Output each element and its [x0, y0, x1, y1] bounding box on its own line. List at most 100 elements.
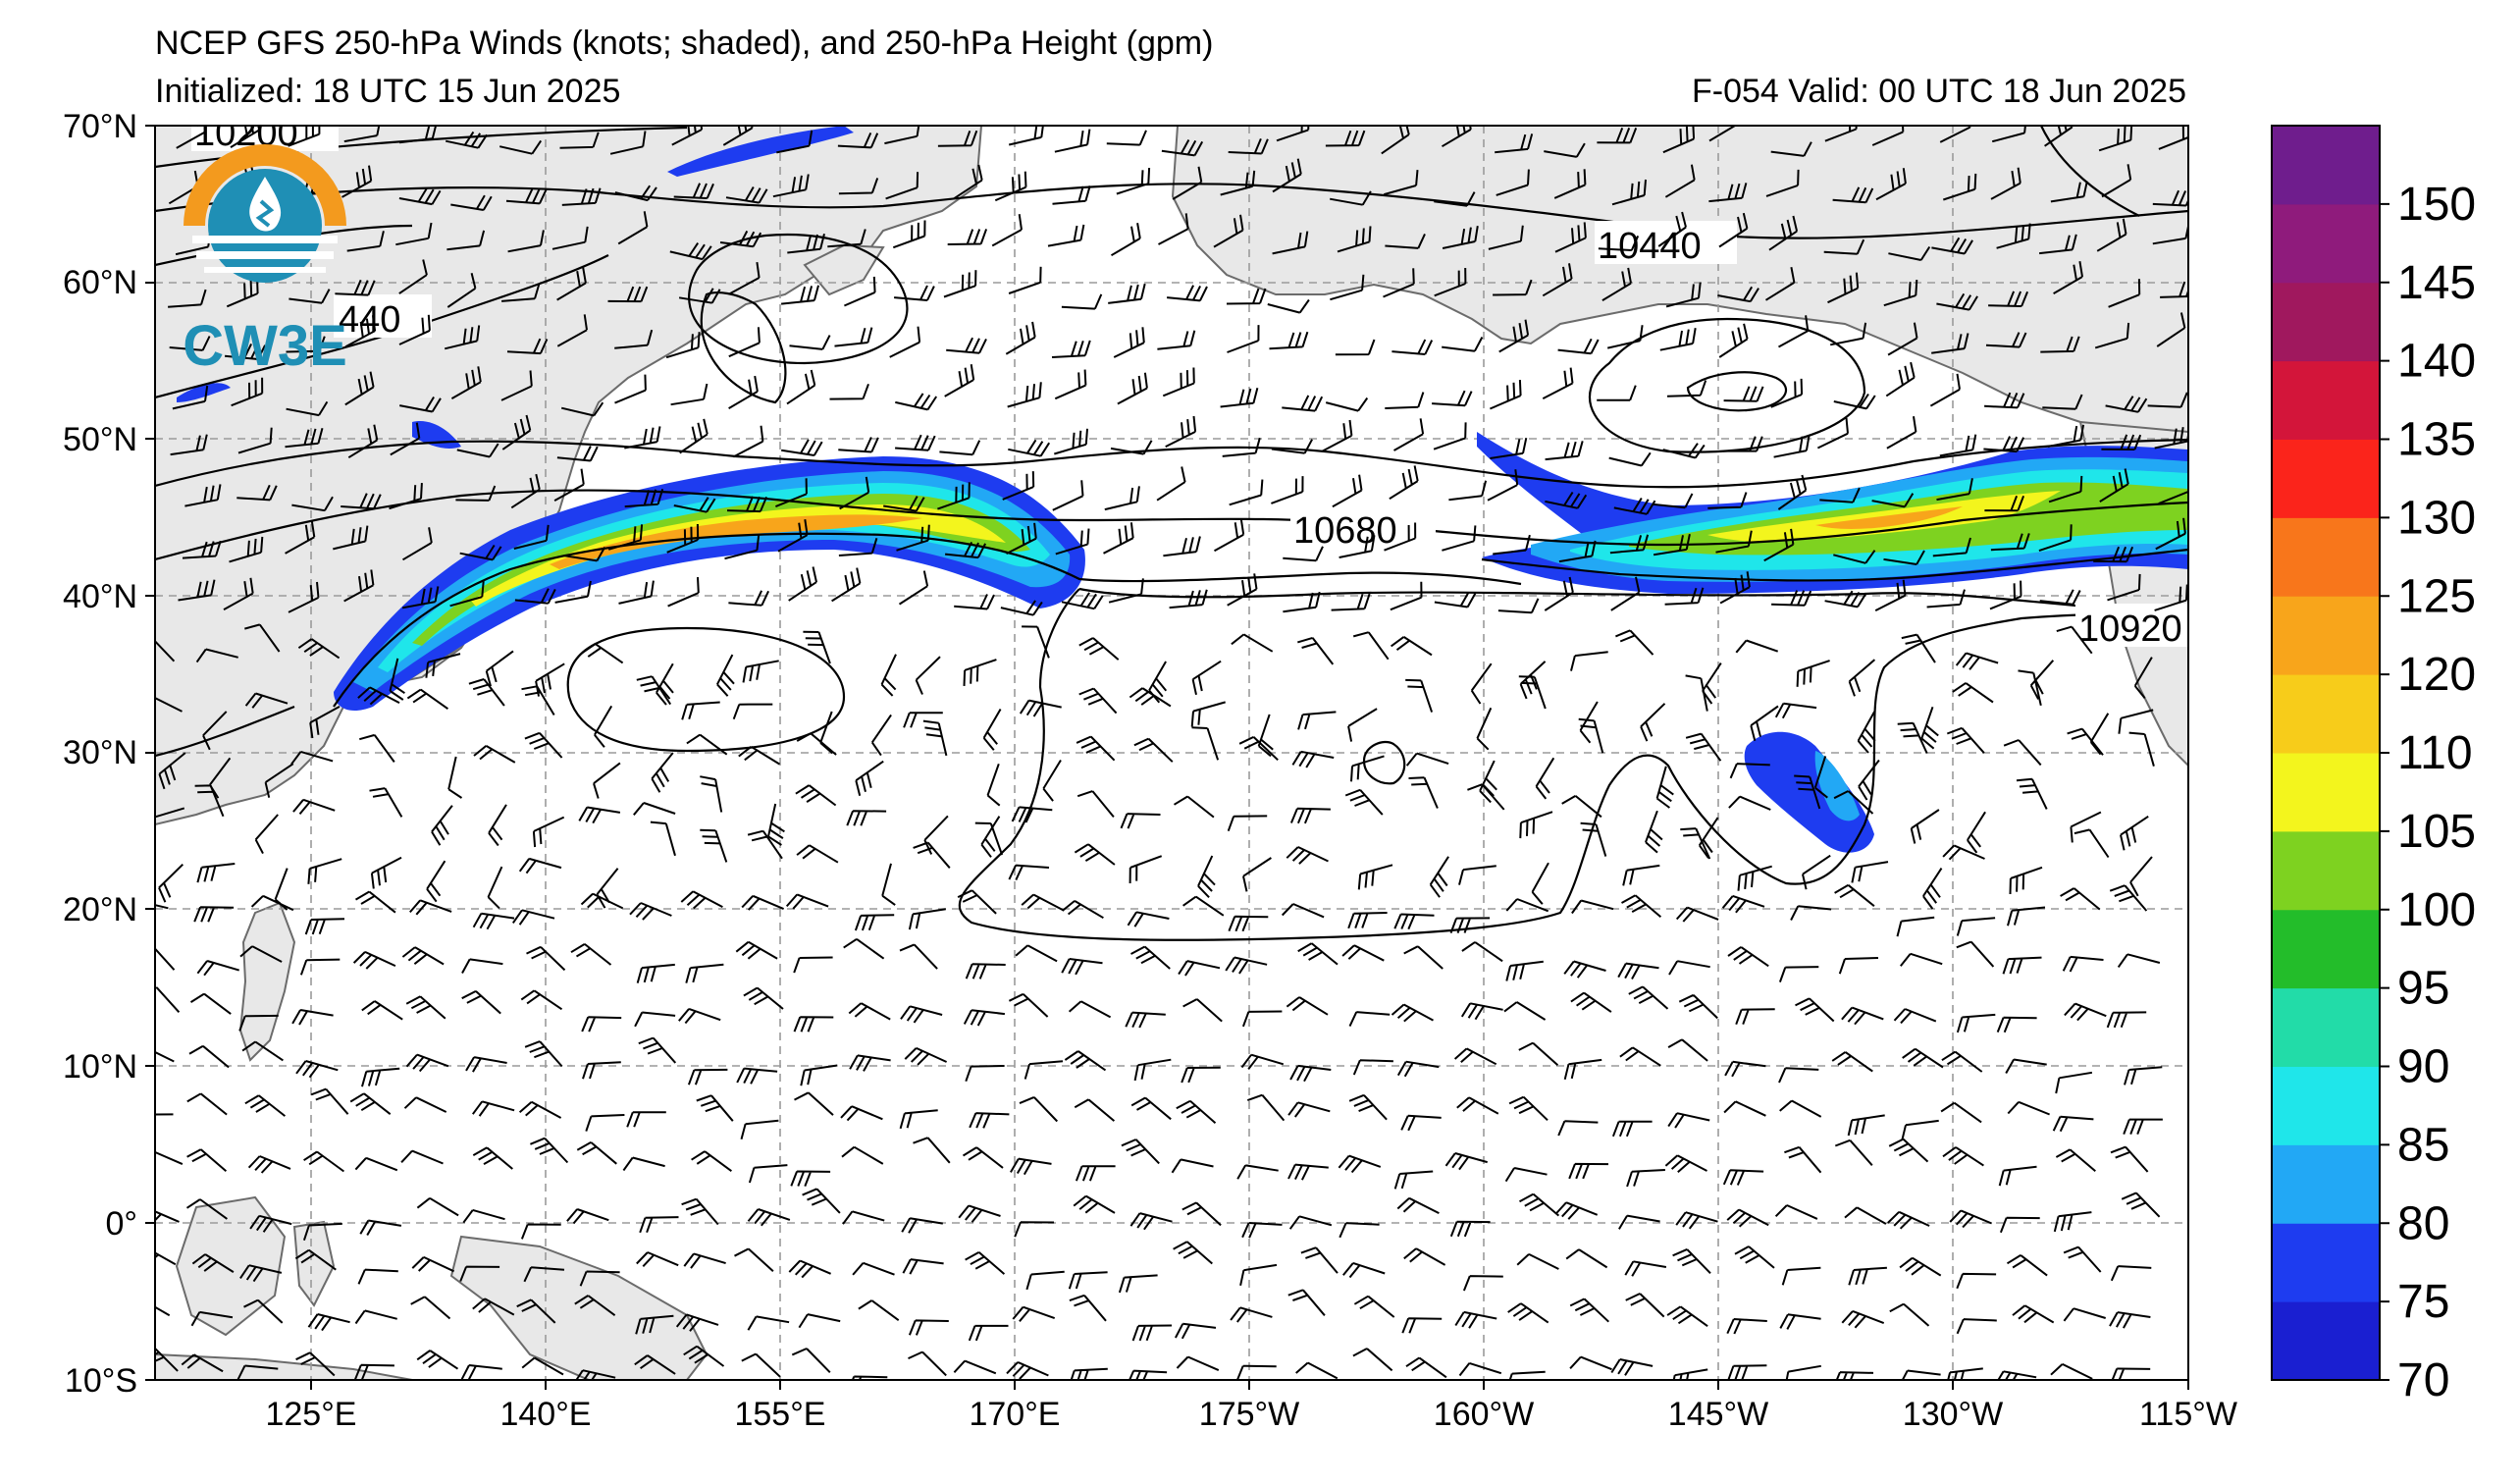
wind-barb — [1887, 322, 1918, 356]
wind-barb — [980, 816, 1001, 858]
wind-barb — [2007, 1100, 2050, 1116]
wind-barb — [2123, 1118, 2163, 1135]
wind-barb — [1389, 465, 1419, 501]
wind-barb — [1505, 960, 1544, 981]
wind-barb — [1926, 589, 1966, 609]
wind-barb — [944, 364, 975, 397]
wind-barb — [349, 1092, 392, 1115]
wind-barb — [2063, 1307, 2106, 1322]
wind-barb — [1858, 759, 1880, 801]
wind-barb — [1104, 486, 1140, 511]
wind-barb — [953, 1359, 997, 1375]
wind-barb — [908, 1319, 949, 1336]
wind-barb — [1339, 535, 1376, 558]
wind-barb — [839, 476, 870, 510]
wind-barb — [1544, 142, 1586, 158]
wind-shading — [177, 126, 2188, 853]
wind-barb — [238, 1014, 279, 1032]
wind-barb — [1076, 735, 1116, 762]
wind-barb — [398, 314, 431, 345]
wind-barb — [186, 1148, 228, 1173]
wind-barb — [1764, 267, 1796, 301]
cutoff-low-streak — [1744, 731, 1874, 853]
wind-barb — [775, 478, 808, 508]
wind-barb — [1240, 1053, 1285, 1071]
wind-barb — [1241, 1222, 1283, 1239]
wind-barb — [472, 1298, 515, 1316]
wind-barb — [2070, 811, 2102, 843]
wind-barb — [223, 577, 254, 610]
wind-barb — [614, 329, 654, 349]
wind-barb — [155, 1113, 174, 1116]
wind-barb — [1178, 960, 1221, 977]
wind-barb — [416, 1350, 459, 1370]
kamchatka — [803, 243, 885, 296]
wind-barb — [747, 829, 783, 860]
wind-barb — [1383, 268, 1415, 298]
wind-barb — [1110, 223, 1141, 257]
wind-barb — [1064, 1050, 1107, 1072]
wind-barb — [1384, 170, 1419, 196]
wind-barb — [1841, 1006, 1884, 1026]
wind-barb — [473, 745, 516, 764]
colorbar: 70 75 80 85 90 95 100 105 110 120 125 130 135 140 145 1… — [2271, 125, 2476, 1406]
wind-barb — [800, 1064, 838, 1086]
wind-barb — [1391, 1003, 1434, 1023]
wind-barb — [292, 798, 336, 816]
wind-barb — [1403, 945, 1444, 970]
wind-barb — [1726, 1208, 1769, 1228]
lon-label: 125°E — [265, 1396, 356, 1433]
wind-barb — [1181, 1201, 1222, 1227]
wind-barb — [1297, 711, 1337, 730]
wind-barb — [1715, 530, 1753, 554]
wind-barb — [1824, 590, 1867, 609]
wind-barb — [1518, 675, 1547, 710]
wind-barb — [295, 1060, 339, 1079]
lon-label: 145°W — [1668, 1396, 1768, 1433]
wind-barb — [747, 1208, 791, 1227]
wind-barb — [1230, 1306, 1273, 1323]
wind-barb — [354, 1156, 398, 1172]
wind-barb — [900, 1005, 943, 1024]
wind-barb — [1295, 1361, 1339, 1380]
wind-barb — [585, 1114, 625, 1132]
wind-barb — [842, 1210, 885, 1225]
wind-barb — [236, 1364, 279, 1380]
wind-barb — [194, 784, 225, 818]
wind-barb — [2018, 669, 2042, 707]
wind-barb — [1901, 1119, 1939, 1141]
wind-barb — [614, 374, 647, 404]
wind-barb — [1496, 169, 1530, 196]
wind-barb — [1454, 1310, 1497, 1329]
wind-barb — [1242, 857, 1272, 892]
lat-label: 50°N — [63, 421, 137, 458]
wind-barb — [1991, 126, 2026, 143]
wind-barb — [678, 288, 721, 304]
low-inner-gulf-alaska — [1686, 371, 1787, 412]
wind-barb — [901, 1217, 943, 1234]
wind-barb — [155, 986, 181, 1013]
wind-barb — [1133, 737, 1174, 763]
colorbar-label: 70 — [2397, 1354, 2449, 1406]
wind-barb — [1659, 328, 1697, 351]
wind-barb — [1014, 1221, 1055, 1238]
wind-barb — [1544, 576, 1574, 611]
wind-barb — [2124, 1066, 2163, 1086]
wind-barb — [1393, 418, 1425, 451]
wind-barb — [675, 1313, 719, 1332]
wind-barb — [1931, 333, 1969, 354]
wind-barb — [834, 327, 873, 347]
lon-label: 140°E — [499, 1396, 591, 1433]
wind-barb — [1495, 133, 1534, 154]
wind-barb — [696, 1094, 734, 1122]
wind-barb — [1611, 1120, 1653, 1138]
wind-barb — [1341, 944, 1385, 962]
wind-barb — [1984, 495, 2025, 512]
wind-barb — [734, 1247, 774, 1272]
wind-barb — [1875, 168, 1907, 201]
wind-barb — [2121, 1192, 2161, 1218]
wind-barb — [2108, 279, 2141, 308]
wind-barb — [1985, 332, 2027, 348]
wind-barb — [551, 226, 589, 250]
wind-barb — [2060, 887, 2101, 911]
